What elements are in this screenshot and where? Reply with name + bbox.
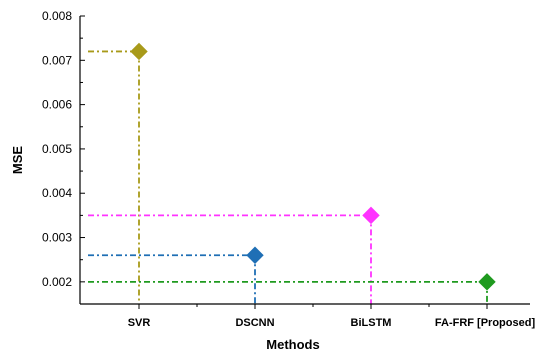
y-tick-label: 0.004 — [42, 186, 72, 200]
data-point-fa-frf-proposed- — [478, 273, 496, 291]
y-tick-label: 0.005 — [42, 142, 72, 156]
x-tick-label: FA-FRF [Proposed] — [435, 317, 536, 329]
y-ticks: 0.002 0.003 0.004 0.005 0.006 0.007 0.008 — [42, 9, 85, 305]
y-tick-label: 0.007 — [42, 53, 72, 67]
guide-lines — [88, 50, 488, 304]
data-point-dscnn — [246, 246, 264, 264]
x-axis-title: Methods — [266, 337, 319, 352]
x-tick-label: BiLSTM — [351, 317, 392, 329]
y-axis-title: MSE — [10, 146, 25, 175]
axes — [79, 16, 530, 305]
x-ticks: SVR DSCNN BiLSTM FA-FRF [Proposed] — [128, 304, 536, 329]
data-markers — [130, 42, 496, 291]
data-point-svr — [130, 42, 148, 61]
y-tick-label: 0.008 — [42, 9, 72, 23]
y-tick-label: 0.002 — [42, 275, 72, 289]
y-tick-label: 0.003 — [42, 231, 72, 245]
y-tick-label: 0.006 — [42, 98, 72, 112]
data-point-bilstm — [362, 206, 380, 225]
x-tick-label: DSCNN — [235, 317, 274, 329]
x-tick-label: SVR — [128, 317, 151, 329]
